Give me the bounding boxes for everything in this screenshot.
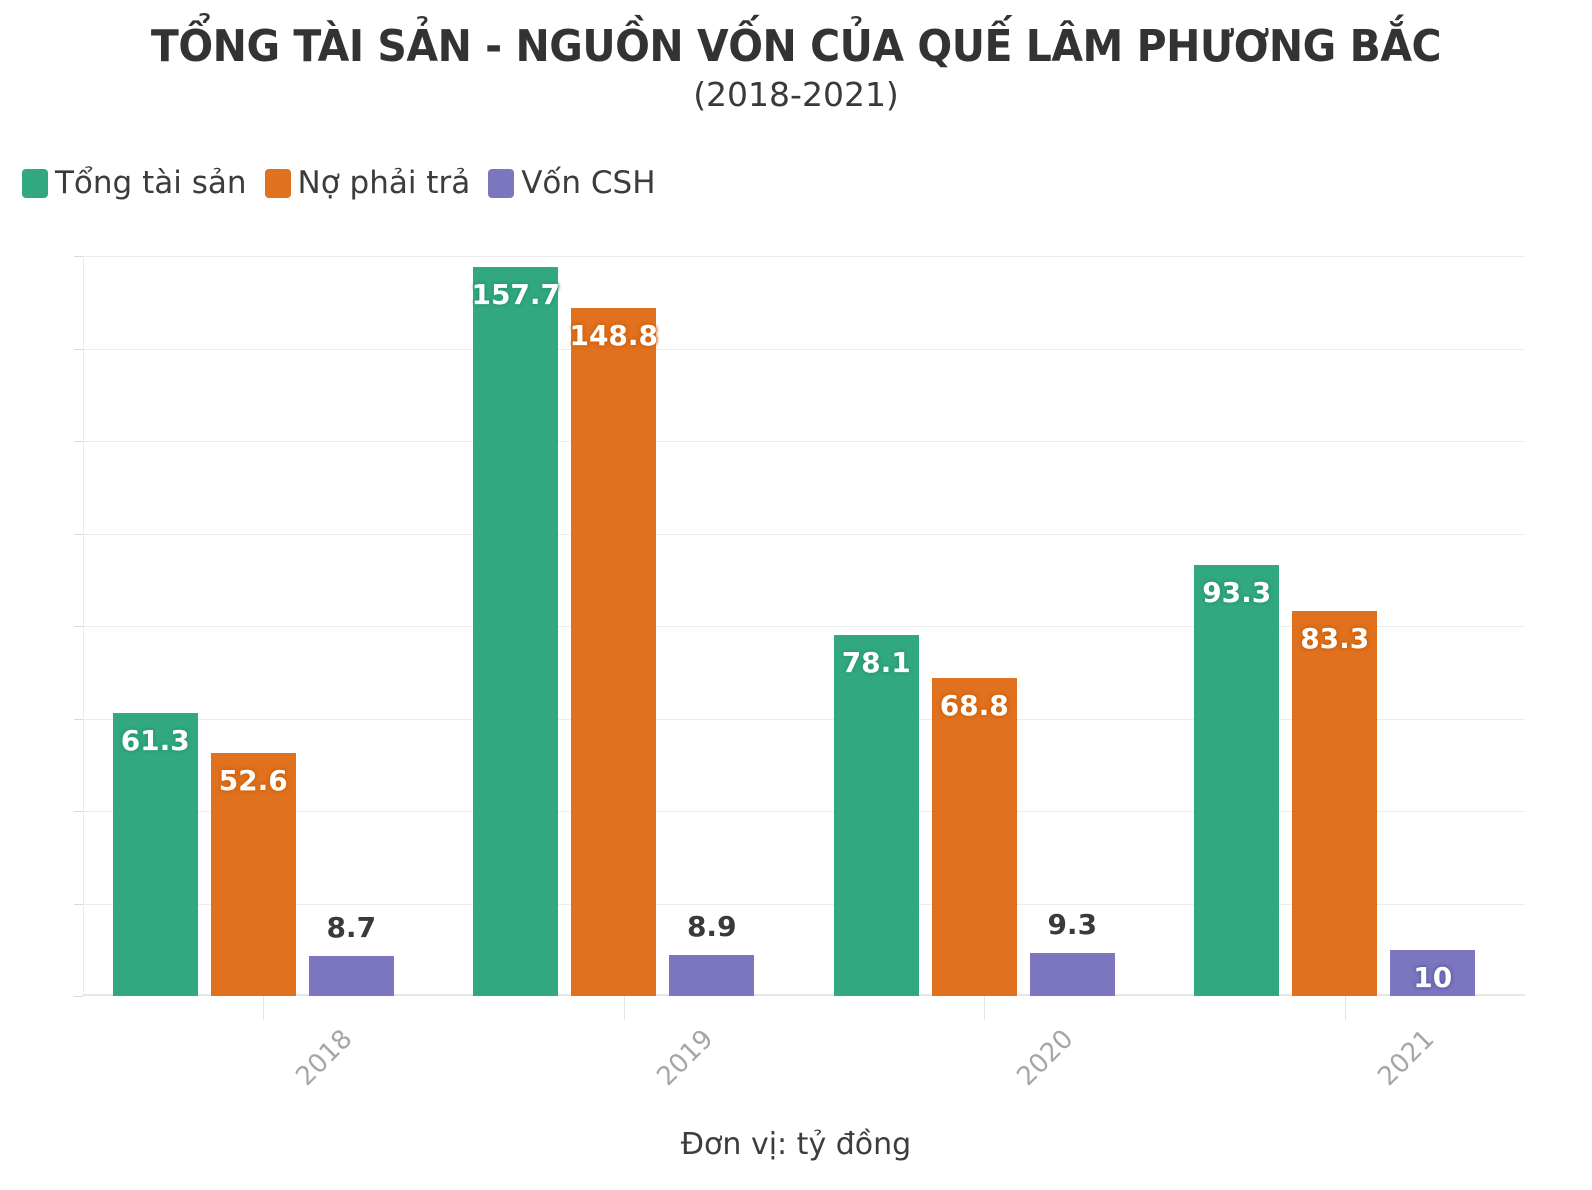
gridline [83, 626, 1525, 627]
bar-value-label: 9.3 [1047, 908, 1098, 941]
gridline [83, 256, 1525, 257]
bar-value-label: 157.7 [471, 277, 561, 311]
bar-value-label: 93.3 [1202, 575, 1272, 609]
page-title: TỔNG TÀI SẢN - NGUỒN VỐN CỦA QUẾ LÂM PHƯ… [150, 21, 1442, 72]
gridline [83, 903, 1525, 905]
x-axis-baseline [83, 994, 1525, 996]
y-tick-mark [74, 626, 83, 627]
y-tick-mark [74, 811, 83, 812]
x-tick-mark [263, 996, 265, 1020]
legend-label: Nợ phải trả [297, 165, 471, 201]
legend-item[interactable]: Nợ phải trả [264, 165, 471, 201]
bar-value-label: 78.1 [841, 645, 911, 679]
bar[interactable]: 9.3 [1029, 911, 1115, 996]
bar-value-label: 8.7 [326, 910, 377, 944]
bar-value-label: 10 [1413, 960, 1453, 994]
bar-value-label: 68.8 [939, 688, 1009, 722]
unit-note: Đơn vị: tỷ đồng [680, 1127, 912, 1162]
y-tick-mark [74, 256, 83, 257]
legend-swatch-icon [22, 169, 48, 198]
legend-label: Vốn CSH [521, 165, 656, 201]
bar[interactable]: 148.8 [569, 307, 659, 996]
legend-label: Tổng tài sản [55, 165, 247, 201]
y-tick-mark [74, 441, 83, 442]
x-tick-mark [984, 996, 986, 1020]
gridline [83, 348, 1525, 350]
y-tick-mark [74, 903, 83, 905]
bar[interactable]: 8.9 [669, 912, 755, 996]
y-tick-mark [74, 533, 83, 535]
legend-item[interactable]: Tổng tài sản [22, 168, 247, 199]
x-axis-tick-label: 2020 [1011, 1024, 1080, 1093]
gridline [83, 533, 1525, 535]
bar[interactable]: 61.3 [112, 712, 198, 996]
bar-value-label: 8.9 [686, 909, 737, 943]
page-subtitle: (2018-2021) [693, 75, 899, 115]
chart-legend: Tổng tài sản Nợ phải trả Vốn CSH [22, 168, 674, 199]
bar[interactable]: 10 [1390, 949, 1476, 996]
bar[interactable]: 8.7 [308, 913, 394, 996]
legend-swatch-icon [264, 169, 291, 198]
bar[interactable]: 52.6 [210, 752, 296, 996]
bar-value-label: 52.6 [218, 763, 288, 797]
legend-item[interactable]: Vốn CSH [488, 165, 656, 201]
gridline [83, 718, 1525, 720]
bar-value-label: 83.3 [1300, 621, 1370, 655]
gridline [83, 441, 1525, 442]
x-tick-mark [1344, 996, 1346, 1020]
x-axis-tick-label: 2018 [290, 1024, 359, 1093]
bar-value-label: 61.3 [120, 723, 190, 757]
title-block: TỔNG TÀI SẢN - NGUỒN VỐN CỦA QUẾ LÂM PHƯ… [0, 22, 1592, 114]
plot-area: 02040608010012014016061.352.68.72018157.… [74, 256, 1525, 1092]
bar-value-label: 148.8 [569, 318, 659, 352]
y-tick-mark [74, 718, 83, 720]
bar[interactable]: 157.7 [471, 266, 561, 996]
x-axis-tick-label: 2019 [651, 1024, 720, 1093]
y-tick-mark [74, 996, 83, 997]
gridline [83, 811, 1525, 812]
bar[interactable]: 68.8 [931, 677, 1017, 996]
legend-swatch-icon [488, 169, 515, 198]
bar[interactable]: 93.3 [1194, 564, 1280, 996]
x-axis-tick-label: 2021 [1372, 1024, 1441, 1093]
x-tick-mark [623, 996, 625, 1020]
y-tick-mark [74, 348, 83, 350]
bar[interactable]: 83.3 [1292, 610, 1378, 996]
bar[interactable]: 78.1 [833, 634, 919, 996]
